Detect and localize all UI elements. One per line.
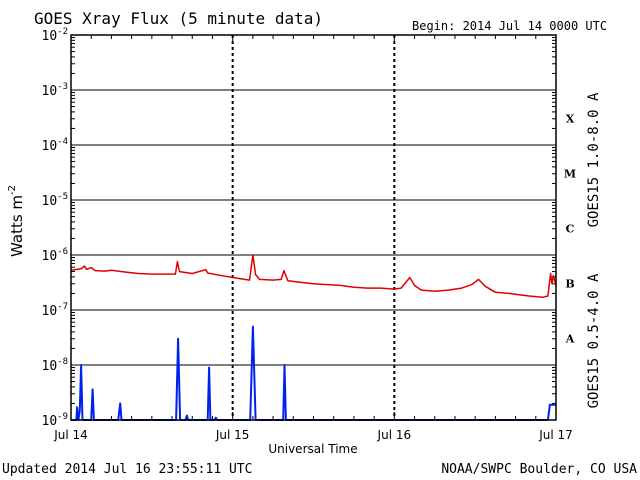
flare-class-b: B (565, 278, 574, 291)
chart-title: GOES Xray Flux (5 minute data) (34, 9, 323, 28)
y-tick-label: 10-8 (42, 357, 69, 374)
y-axis-label: Watts m-2 (7, 185, 26, 257)
series-line-short (71, 325, 556, 421)
x-tick-label: Jul 16 (377, 428, 412, 442)
x-tick-label: Jul 17 (538, 428, 573, 442)
x-axis-label: Universal Time (268, 442, 357, 456)
y-tick-label: 10-7 (42, 302, 69, 319)
flare-class-c: C (566, 223, 575, 236)
y-tick-label: 10-6 (42, 247, 69, 264)
y-tick-label: 10-4 (42, 137, 69, 154)
data-series (70, 254, 557, 421)
flare-class-x: X (566, 113, 575, 126)
grid-lines (70, 35, 557, 420)
y-tick-label: 10-9 (42, 412, 69, 429)
series-line-long (70, 254, 557, 299)
legend-series-long: GOES15 1.0-8.0 A (586, 92, 602, 227)
updated-timestamp: Updated 2014 Jul 16 23:55:11 UTC (2, 462, 252, 477)
x-tick-label: Jul 15 (215, 428, 250, 442)
flare-class-labels: X M C B A (564, 113, 576, 346)
flare-class-m: M (564, 168, 576, 181)
y-axis-label-exponent: -2 (7, 185, 18, 195)
y-tick-labels: 10-9 10-8 10-7 10-6 10-5 10-4 10-3 10-2 (42, 27, 69, 429)
y-tick-label: 10-2 (42, 27, 69, 44)
source-credit: NOAA/SWPC Boulder, CO USA (441, 462, 637, 477)
plot-frame (70, 34, 557, 421)
y-axis-label-text: Watts m (8, 195, 26, 257)
x-tick-labels: Jul 14 Jul 15 Jul 16 Jul 17 (53, 428, 573, 442)
flare-class-a: A (565, 333, 575, 346)
y-tick-label: 10-5 (42, 192, 69, 209)
y-tick-label: 10-3 (42, 82, 69, 99)
x-tick-label: Jul 14 (53, 428, 88, 442)
begin-time: Begin: 2014 Jul 14 0000 UTC (412, 19, 607, 33)
legend-series-short: GOES15 0.5-4.0 A (586, 273, 602, 408)
